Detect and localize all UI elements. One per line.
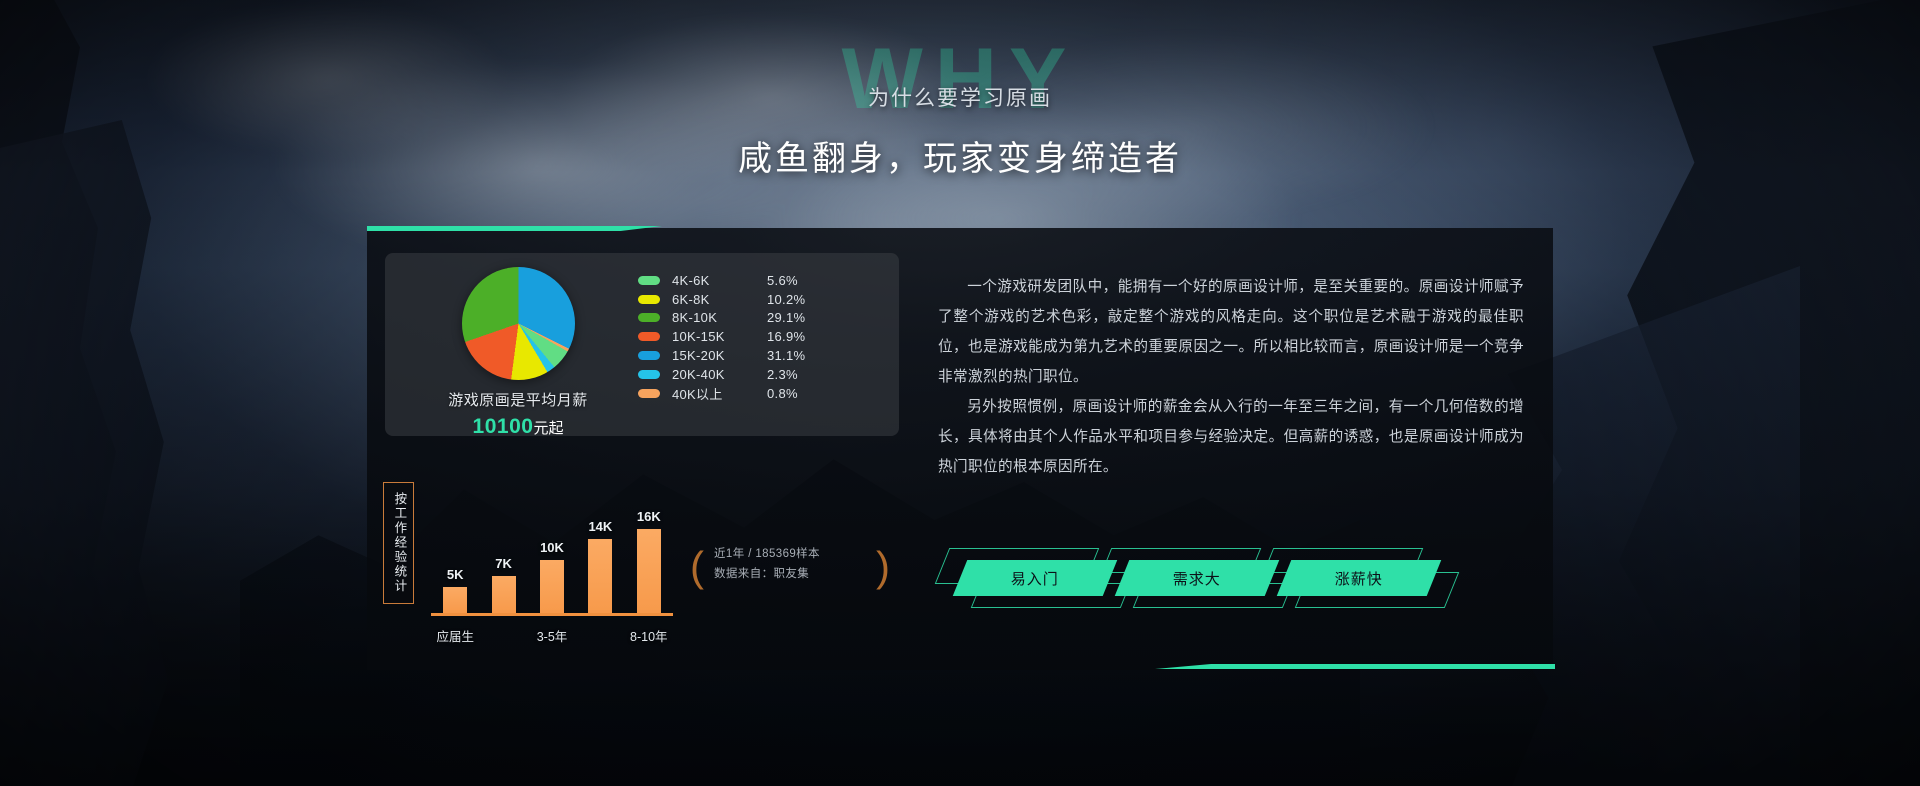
bar-value-label: 5K: [446, 567, 464, 582]
legend-label: 4K-6K: [672, 272, 710, 288]
legend-row: 4K-6K 5.6%: [638, 271, 878, 290]
legend-row: 6K-8K 10.2%: [638, 290, 878, 309]
benefit-tag-easy-entry[interactable]: 易入门: [952, 560, 1118, 596]
paren-right-decoration: ): [876, 543, 890, 590]
paren-left-decoration: (: [690, 543, 704, 590]
legend-row: 10K-15K 16.9%: [638, 327, 878, 346]
salary-pie-chart: [461, 267, 575, 380]
bar-category-label: 8-10年: [630, 630, 668, 644]
legend-percentage: 2.3%: [767, 366, 798, 382]
legend-color-swatch: [638, 388, 660, 398]
section-subtitle: 为什么要学习原画: [868, 87, 1052, 110]
legend-label: 15K-20K: [672, 348, 725, 364]
watermark-text: WHY: [841, 31, 1079, 127]
bar: [588, 539, 613, 613]
legend-percentage: 0.8%: [767, 385, 798, 401]
bar-chart-category-labels: 应届生 3-5年 8-10年: [431, 620, 673, 644]
experience-bar-chart: 按工作经验统计 5K 7K 10K 14K 16K 应届生 3-5年 8-10年 ( 近1年…: [383, 482, 905, 648]
benefit-tag-fast-raise-label: 涨薪快: [1334, 570, 1383, 588]
average-salary-number: 10100: [472, 415, 534, 438]
legend-color-swatch: [638, 351, 660, 361]
legend-color-swatch: [638, 369, 660, 379]
bar-value-label: 10K: [540, 540, 564, 555]
bar: [491, 576, 516, 613]
benefit-tag-group: 易入门 需求大 涨薪快: [934, 548, 1538, 608]
bar-value-label: 16K: [636, 509, 661, 524]
legend-row: 15K-20K 31.1%: [638, 346, 878, 365]
bar-value-label: 7K: [495, 556, 512, 571]
panel-accent-line-top: [367, 226, 662, 231]
data-source-note: ( 近1年 / 185369样本 数据来自：职友集 ): [690, 544, 890, 604]
article-body: 一个游戏研发团队中，能拥有一个好的原画设计师，是至关重要的。原画设计师赋予了整个…: [938, 272, 1524, 482]
bar: [540, 560, 564, 613]
bar-category-label: 3-5年: [536, 630, 568, 644]
legend-color-swatch: [638, 313, 660, 323]
data-source-origin: 数据来自：职友集: [714, 568, 810, 580]
benefit-tag-fast-raise[interactable]: 涨薪快: [1276, 560, 1442, 596]
data-source-sample: 近1年 / 185369样本: [714, 548, 820, 560]
legend-percentage: 5.6%: [767, 272, 798, 288]
legend-label: 8K-10K: [672, 310, 718, 326]
legend-color-swatch: [638, 294, 660, 304]
legend-label: 40K以上: [672, 386, 723, 402]
pie-legend: 4K-6K 5.6% 6K-8K 10.2% 8K-10K 29.1% 10K-15K 16.…: [638, 271, 878, 403]
article-paragraph-2: 另外按照惯例，原画设计师的薪金会从入行的一年至三年之间，有一个几何倍数的增长，具…: [938, 399, 1524, 475]
data-source-text: 近1年 / 185369样本 数据来自：职友集: [714, 544, 874, 584]
article-paragraph-1: 一个游戏研发团队中，能拥有一个好的原画设计师，是至关重要的。原画设计师赋予了整个…: [938, 279, 1524, 385]
legend-row: 40K以上 0.8%: [638, 384, 878, 403]
panel-accent-line-bottom: [1155, 664, 1555, 669]
legend-percentage: 31.1%: [767, 348, 806, 364]
bar: [443, 587, 468, 613]
legend-label: 6K-8K: [672, 291, 710, 307]
legend-color-swatch: [638, 275, 660, 285]
average-salary-value: 10100元起: [423, 415, 613, 439]
legend-color-swatch: [638, 332, 660, 342]
pie-chart-block: 游戏原画是平均月薪 10100元起: [423, 267, 613, 438]
legend-label: 10K-15K: [672, 329, 725, 345]
legend-row: 20K-40K 2.3%: [638, 365, 878, 384]
section-header: WHY 为什么要学习原画 咸鱼翻身，玩家变身缔造者: [0, 36, 1920, 180]
legend-percentage: 29.1%: [767, 310, 806, 326]
legend-row: 8K-10K 29.1%: [638, 309, 878, 328]
page-title: 咸鱼翻身，玩家变身缔造者: [738, 140, 1182, 178]
legend-percentage: 10.2%: [767, 291, 806, 307]
benefit-tag-easy-entry-label: 易入门: [1010, 570, 1059, 588]
bar-value-label: 14K: [588, 519, 613, 534]
bar-chart-axis: [431, 613, 673, 616]
bar: [636, 529, 661, 613]
benefit-tag-high-demand-label: 需求大: [1172, 570, 1221, 588]
pie-caption: 游戏原画是平均月薪: [448, 392, 588, 409]
bar-chart-bars: 5K 7K 10K 14K 16K: [431, 504, 673, 616]
average-salary-suffix: 元起: [533, 420, 564, 437]
bar-chart-vertical-label: 按工作经验统计: [383, 482, 414, 604]
benefit-tag-high-demand[interactable]: 需求大: [1114, 560, 1280, 596]
salary-distribution-card: 游戏原画是平均月薪 10100元起 4K-6K 5.6% 6K-8K 10.2% 8K-…: [385, 253, 899, 438]
legend-percentage: 16.9%: [767, 329, 806, 345]
legend-label: 20K-40K: [672, 366, 725, 382]
bar-category-label: 应届生: [436, 630, 474, 644]
